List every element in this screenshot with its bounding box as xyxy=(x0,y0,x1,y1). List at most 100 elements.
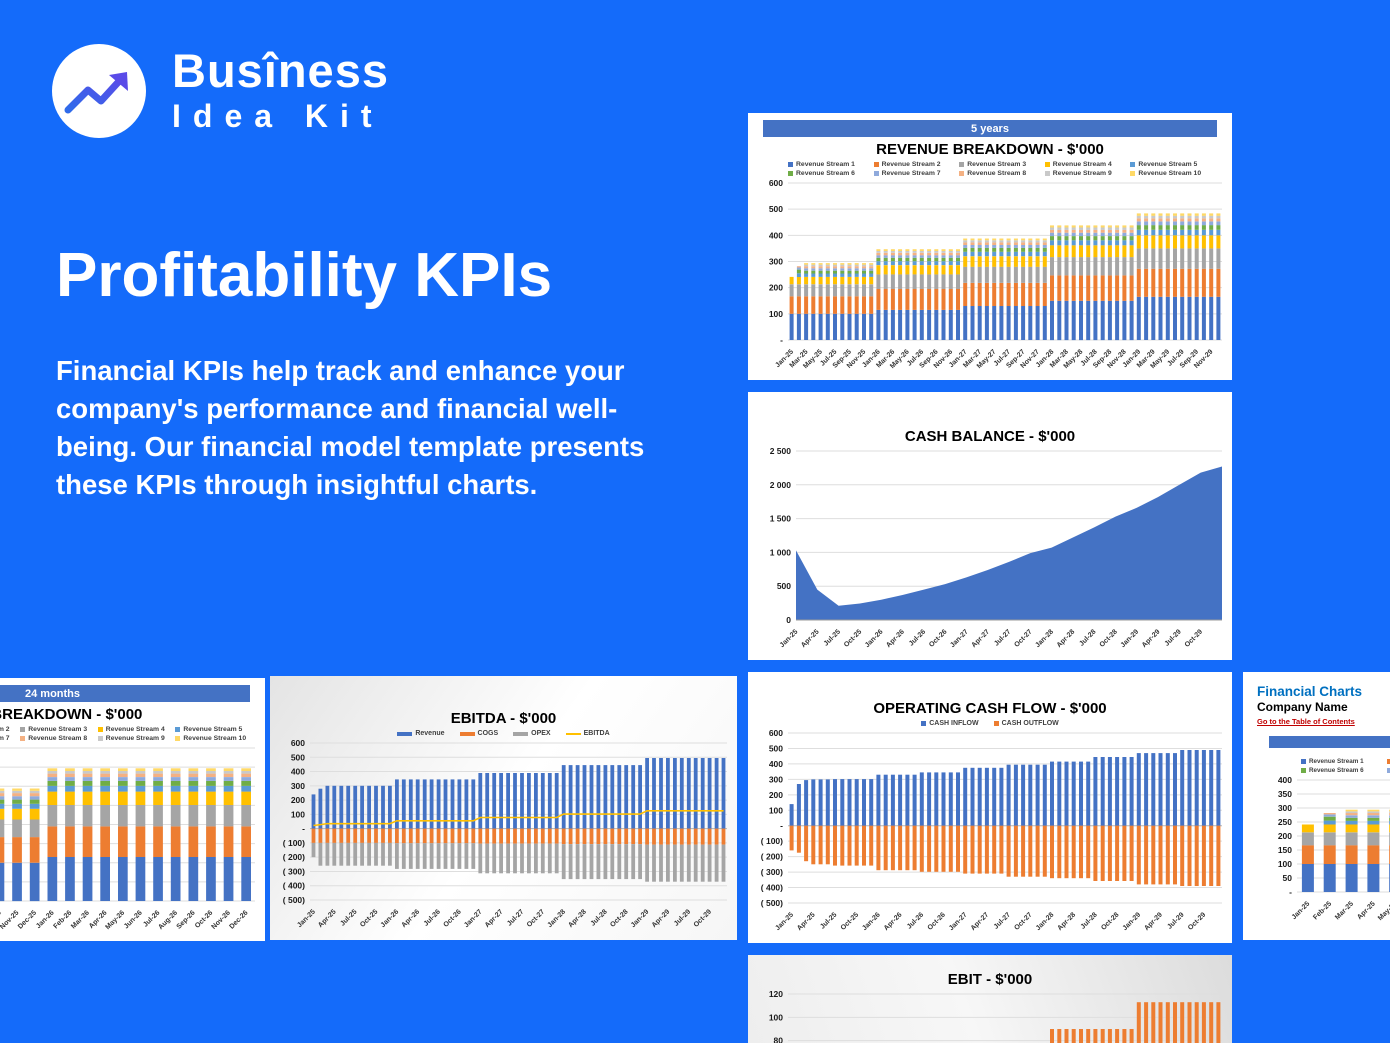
chart-title: OPERATING CASH FLOW - $'000 xyxy=(873,700,1107,717)
page-title: Profitability KPIs xyxy=(56,241,553,310)
svg-text:Dec-26: Dec-26 xyxy=(228,909,249,930)
revenue-breakdown-24m-chart: Jan-25Feb-25Mar-25Apr-25May-25Jun-25Jul-… xyxy=(0,742,265,941)
table-of-contents-link[interactable]: Go to the Table of Contents xyxy=(1257,717,1355,726)
legend-label: Revenue Stream 5 xyxy=(1138,161,1198,168)
svg-text:Jul-29: Jul-29 xyxy=(673,908,692,927)
legend-item: EBITDA xyxy=(565,730,610,737)
legend-swatch-icon xyxy=(397,731,413,736)
svg-text:( 100): ( 100) xyxy=(283,838,305,848)
svg-text:-: - xyxy=(780,335,783,345)
svg-text:300: 300 xyxy=(769,257,783,267)
svg-text:Feb-26: Feb-26 xyxy=(52,909,73,930)
svg-text:( 300): ( 300) xyxy=(283,866,305,876)
svg-text:600: 600 xyxy=(769,178,783,188)
svg-text:350: 350 xyxy=(1278,789,1292,799)
legend-item: CASH INFLOW xyxy=(921,720,979,727)
svg-text:( 500): ( 500) xyxy=(761,898,783,908)
legend-swatch-icon xyxy=(1301,759,1306,764)
svg-text:300: 300 xyxy=(1278,803,1292,813)
legend-swatch-icon xyxy=(788,162,793,167)
svg-text:Apr-26: Apr-26 xyxy=(885,628,906,649)
legend-item: Revenue Stream 4 xyxy=(1044,161,1131,168)
svg-text:( 200): ( 200) xyxy=(283,852,305,862)
brand-logo: Busîness Idea Kit xyxy=(52,44,389,138)
svg-text:120: 120 xyxy=(769,989,783,999)
legend-item: Revenue Stream 6 xyxy=(788,170,874,177)
svg-text:Jul-27: Jul-27 xyxy=(993,628,1012,647)
company-name: Company Name xyxy=(1257,700,1348,714)
legend-label: CASH OUTFLOW xyxy=(1001,720,1059,727)
chart-legend: Revenue Stream 1 Revenue Stream 2 Revenue … xyxy=(788,161,1216,177)
brand-name-line1: Busîness xyxy=(172,44,389,98)
svg-text:Oct-26: Oct-26 xyxy=(927,911,947,931)
legend-label: Revenue Stream 7 xyxy=(0,735,10,742)
financial-charts-card: Financial Charts Company Name Go to the … xyxy=(1243,672,1390,940)
legend-label: OPEX xyxy=(531,730,551,737)
legend-item: CASH OUTFLOW xyxy=(993,720,1059,727)
svg-text:2 500: 2 500 xyxy=(770,446,792,456)
svg-text:Dec-25: Dec-25 xyxy=(17,909,38,930)
svg-text:100: 100 xyxy=(291,809,305,819)
legend-item: Revenue Stream 1 xyxy=(1301,758,1387,765)
svg-text:-: - xyxy=(780,821,783,831)
svg-text:200: 200 xyxy=(769,790,783,800)
ebitda-card: EBITDA - $'000 Revenue COGS OPEX EBITDA 600… xyxy=(270,676,737,940)
svg-text:Jul-26: Jul-26 xyxy=(423,908,442,927)
svg-text:Apr-27: Apr-27 xyxy=(970,911,991,932)
legend-swatch-icon xyxy=(20,736,26,741)
svg-text:Jan-29: Jan-29 xyxy=(630,908,651,929)
chart-title: EBIT - $'000 xyxy=(947,971,1033,988)
svg-text:Jul-28: Jul-28 xyxy=(590,908,609,927)
svg-text:Jul-26: Jul-26 xyxy=(908,628,927,647)
svg-text:600: 600 xyxy=(291,738,305,748)
period-label: 5 years xyxy=(971,122,1009,135)
svg-text:Oct-29: Oct-29 xyxy=(1184,628,1204,648)
legend-item: Revenue Stream 7 xyxy=(0,735,20,742)
legend-swatch-icon xyxy=(459,731,475,736)
svg-text:2 000: 2 000 xyxy=(770,480,792,490)
svg-text:Jan-27: Jan-27 xyxy=(949,628,970,649)
legend-label: Revenue Stream 4 xyxy=(1052,161,1112,168)
legend-item: Revenue Stream 2 xyxy=(873,161,960,168)
cash-balance-chart: 2 500 2 000 1 500 1 000 500 0 Jan-25 Apr-25 Jul-… xyxy=(748,445,1232,660)
legend-label: Revenue Stream 3 xyxy=(967,161,1027,168)
legend-label: Revenue Stream 10 xyxy=(183,735,247,742)
svg-text:Jul-27: Jul-27 xyxy=(993,911,1012,930)
svg-text:1 500: 1 500 xyxy=(770,514,792,524)
svg-text:100: 100 xyxy=(1278,859,1292,869)
svg-text:150: 150 xyxy=(1278,845,1292,855)
period-label: 24 months xyxy=(25,687,81,700)
svg-text:-: - xyxy=(302,824,305,834)
legend-label: Revenue Stream 6 xyxy=(1309,767,1364,774)
svg-text:( 300): ( 300) xyxy=(761,867,783,877)
svg-text:Jul-29: Jul-29 xyxy=(1164,628,1183,647)
legend-label: CASH INFLOW xyxy=(929,720,979,727)
svg-text:May-26: May-26 xyxy=(104,909,126,931)
svg-text:100: 100 xyxy=(769,309,783,319)
ebitda-chart: 600 500 400 300 200 100 - ( 100) ( 200) ( 300) ( 4… xyxy=(270,737,737,940)
svg-text:Jan-29: Jan-29 xyxy=(1120,628,1141,649)
legend-label: Revenue Stream 8 xyxy=(28,735,88,742)
legend-swatch-icon xyxy=(873,162,879,167)
brand-name-line2: Idea Kit xyxy=(172,97,384,134)
legend-item: Revenue Stream 2 xyxy=(0,726,20,733)
svg-text:200: 200 xyxy=(291,795,305,805)
legend-item: Revenue Stream 5 xyxy=(175,726,253,733)
legend-swatch-icon xyxy=(1301,768,1306,773)
svg-text:500: 500 xyxy=(769,204,783,214)
svg-text:400: 400 xyxy=(291,767,305,777)
svg-text:Nov-25: Nov-25 xyxy=(0,909,21,931)
svg-text:Sep-26: Sep-26 xyxy=(176,909,197,930)
period-label-bar: 24 months xyxy=(0,685,250,702)
legend-swatch-icon xyxy=(993,721,999,726)
legend-label: Revenue Stream 2 xyxy=(881,161,941,168)
svg-text:300: 300 xyxy=(769,774,783,784)
svg-text:Jul-26: Jul-26 xyxy=(906,911,925,930)
legend-label: EBITDA xyxy=(583,730,610,737)
operating-cash-flow-chart: 600 500 400 300 200 100 - ( 100) ( 200) ( 300) ( 4… xyxy=(748,727,1232,943)
legend-item: Revenue Stream 6 xyxy=(1301,767,1387,774)
legend-swatch-icon xyxy=(97,727,103,732)
ebit-chart: 120 100 80 xyxy=(748,988,1232,1043)
revenue-breakdown-5y-chart: 600 500 400 300 200 100- Jan-25 Mar-25 May-25 Jul… xyxy=(748,177,1232,380)
